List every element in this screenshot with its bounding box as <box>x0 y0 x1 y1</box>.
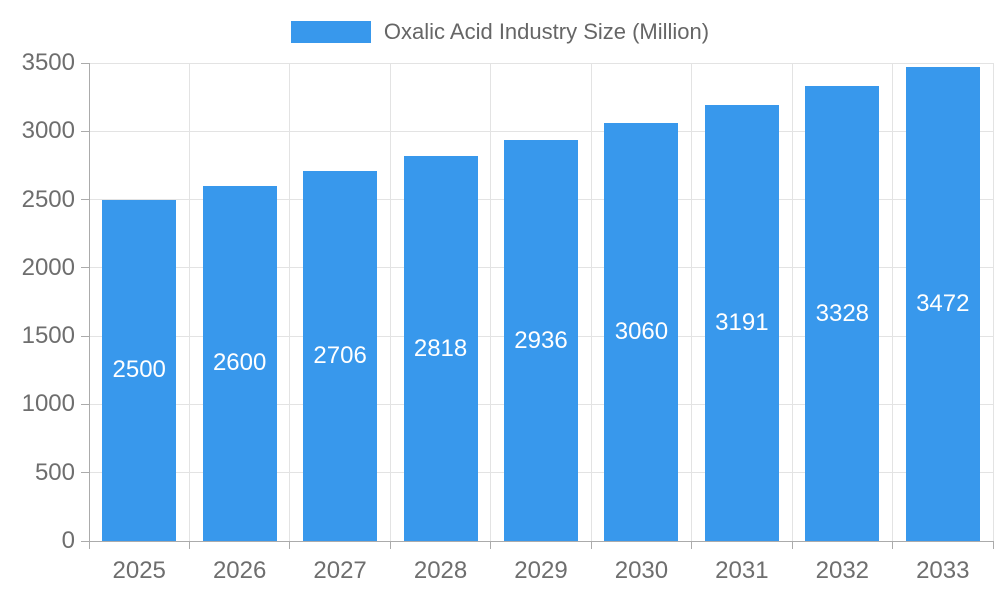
x-tick <box>490 541 492 549</box>
bar-value-label: 3060 <box>614 318 669 346</box>
x-tick <box>992 541 994 549</box>
x-axis-tick-label: 2033 <box>916 557 970 584</box>
bar[interactable]: 2600 <box>202 185 277 541</box>
x-gridline <box>892 63 894 541</box>
x-gridline <box>992 63 994 541</box>
bar[interactable]: 3060 <box>604 123 679 541</box>
x-axis-tick-label: 2029 <box>514 557 568 584</box>
bar[interactable]: 3328 <box>805 86 880 541</box>
x-axis-tick-label: 2030 <box>614 557 669 584</box>
y-axis-tick-label: 0 <box>61 527 75 554</box>
x-axis-tick-label: 2026 <box>212 557 267 584</box>
bar-value-label: 2706 <box>313 342 367 370</box>
x-axis-tick-label: 2027 <box>313 557 367 584</box>
bar[interactable]: 2500 <box>102 199 177 541</box>
x-gridline <box>590 63 592 541</box>
x-gridline <box>691 63 693 541</box>
bar-value-label: 3328 <box>815 299 870 327</box>
x-tick <box>389 541 391 549</box>
bar-value-label: 2818 <box>413 334 468 362</box>
bar-value-label: 2600 <box>212 349 267 377</box>
x-tick <box>590 541 592 549</box>
y-tick <box>81 540 89 542</box>
bar-value-label: 3191 <box>715 309 769 337</box>
x-tick <box>791 541 793 549</box>
x-gridline <box>490 63 492 541</box>
x-axis-line <box>89 540 993 542</box>
x-axis-tick-label: 2025 <box>112 557 166 584</box>
x-tick <box>188 541 190 549</box>
y-gridline <box>89 62 993 64</box>
legend[interactable]: Oxalic Acid Industry Size (Million) <box>0 19 1000 45</box>
x-tick <box>289 541 291 549</box>
y-tick <box>81 130 89 132</box>
bar[interactable]: 2706 <box>303 171 378 541</box>
x-axis-tick-label: 2028 <box>413 557 468 584</box>
x-tick <box>691 541 693 549</box>
x-tick <box>892 541 894 549</box>
y-axis-tick-label: 2000 <box>21 253 75 281</box>
x-gridline <box>289 63 291 541</box>
y-tick <box>81 62 89 64</box>
y-axis-tick-label: 3500 <box>21 49 75 76</box>
bar-value-label: 3472 <box>916 289 970 317</box>
x-gridline <box>791 63 793 541</box>
bar[interactable]: 3191 <box>704 105 779 541</box>
y-tick <box>81 472 89 474</box>
x-gridline <box>188 63 190 541</box>
bar[interactable]: 2936 <box>504 140 578 541</box>
y-axis-tick-label: 500 <box>34 458 75 486</box>
y-tick <box>81 199 89 201</box>
y-tick <box>81 267 89 269</box>
y-tick <box>81 335 89 337</box>
y-axis-tick-label: 1500 <box>21 322 75 350</box>
x-axis-tick-label: 2032 <box>815 557 870 584</box>
y-axis-tick-label: 1000 <box>21 390 75 418</box>
bar-value-label: 2936 <box>514 326 568 354</box>
y-axis-tick-label: 2500 <box>21 185 75 213</box>
bar[interactable]: 2818 <box>403 156 478 541</box>
legend-label: Oxalic Acid Industry Size (Million) <box>383 19 710 44</box>
bar-value-label: 2500 <box>112 356 166 384</box>
y-axis-tick-label: 3000 <box>21 117 75 145</box>
x-gridline <box>389 63 391 541</box>
y-axis-line <box>88 63 90 549</box>
y-gridline <box>89 130 993 132</box>
bar[interactable]: 3472 <box>905 66 980 541</box>
legend-swatch <box>290 21 371 43</box>
x-axis-tick-label: 2031 <box>715 557 769 584</box>
y-tick <box>81 403 89 405</box>
